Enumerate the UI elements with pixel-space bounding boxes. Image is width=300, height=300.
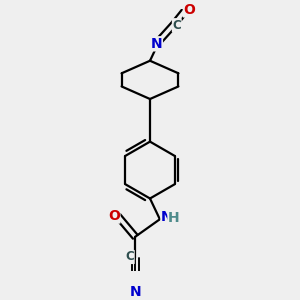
Text: H: H xyxy=(168,211,180,225)
Text: N: N xyxy=(161,209,172,224)
Text: C: C xyxy=(125,250,134,263)
Text: O: O xyxy=(108,209,120,223)
Text: O: O xyxy=(183,3,195,17)
Text: C: C xyxy=(172,19,181,32)
Text: N: N xyxy=(129,285,141,299)
Text: N: N xyxy=(151,37,162,51)
